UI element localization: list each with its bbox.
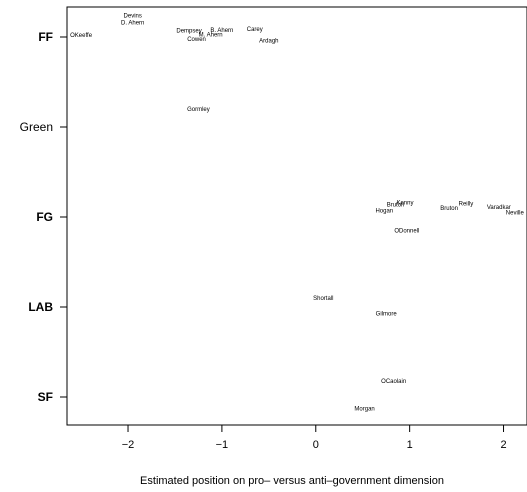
y-tick-label-3: LAB [28,300,53,314]
point-dempsey-3: Dempsey [176,29,201,35]
point-m-ahern-4: M. Ahern [199,32,223,38]
point-bruton-11: Bruton [387,202,405,208]
point-varadkar-15: Varadkar [487,205,511,211]
point-ocaolain-20: OCaolain [381,379,406,385]
point-devins-1: Devins [124,13,142,19]
point-okeeffe-0: OKeeffe [70,33,93,39]
x-tick-label-0: −2 [122,439,135,451]
point-gormley-9: Gormley [187,107,210,113]
point-cowen-5: Cowen [187,37,206,43]
x-tick-label-4: 2 [500,439,506,451]
point-kenny-12: Kenny [396,201,413,207]
point-bruton-13: Bruton [440,206,458,212]
point-b-ahern-6: B. Ahern [210,28,233,34]
point-carey-7: Carey [247,27,263,33]
y-tick-label-2: FG [36,210,53,224]
point-shortall-18: Shortall [313,296,333,302]
point-ardagh-8: Ardagh [259,39,278,45]
x-axis-title: Estimated position on pro– versus anti–g… [140,475,444,487]
y-tick-label-4: SF [38,390,53,404]
point-odonnell-17: ODonnell [394,229,419,235]
x-tick-label-3: 1 [407,439,413,451]
x-axis: −2 −1 0 1 2 [122,425,507,451]
point-gilmore-19: Gilmore [376,311,398,317]
x-tick-label-1: −1 [216,439,229,451]
plot-frame [66,6,527,426]
point-hogan-10: Hogan [375,209,393,215]
y-tick-label-1: Green [20,120,53,134]
y-axis: FF Green FG LAB SF [20,30,67,404]
point-neville-16: Neville [506,211,525,217]
point-morgan-21: Morgan [354,407,374,413]
point-d-ahern-2: D. Ahern [121,21,144,27]
point-reilly-14: Reilly [459,202,474,208]
x-tick-label-2: 0 [313,439,319,451]
y-tick-label-0: FF [38,30,53,44]
